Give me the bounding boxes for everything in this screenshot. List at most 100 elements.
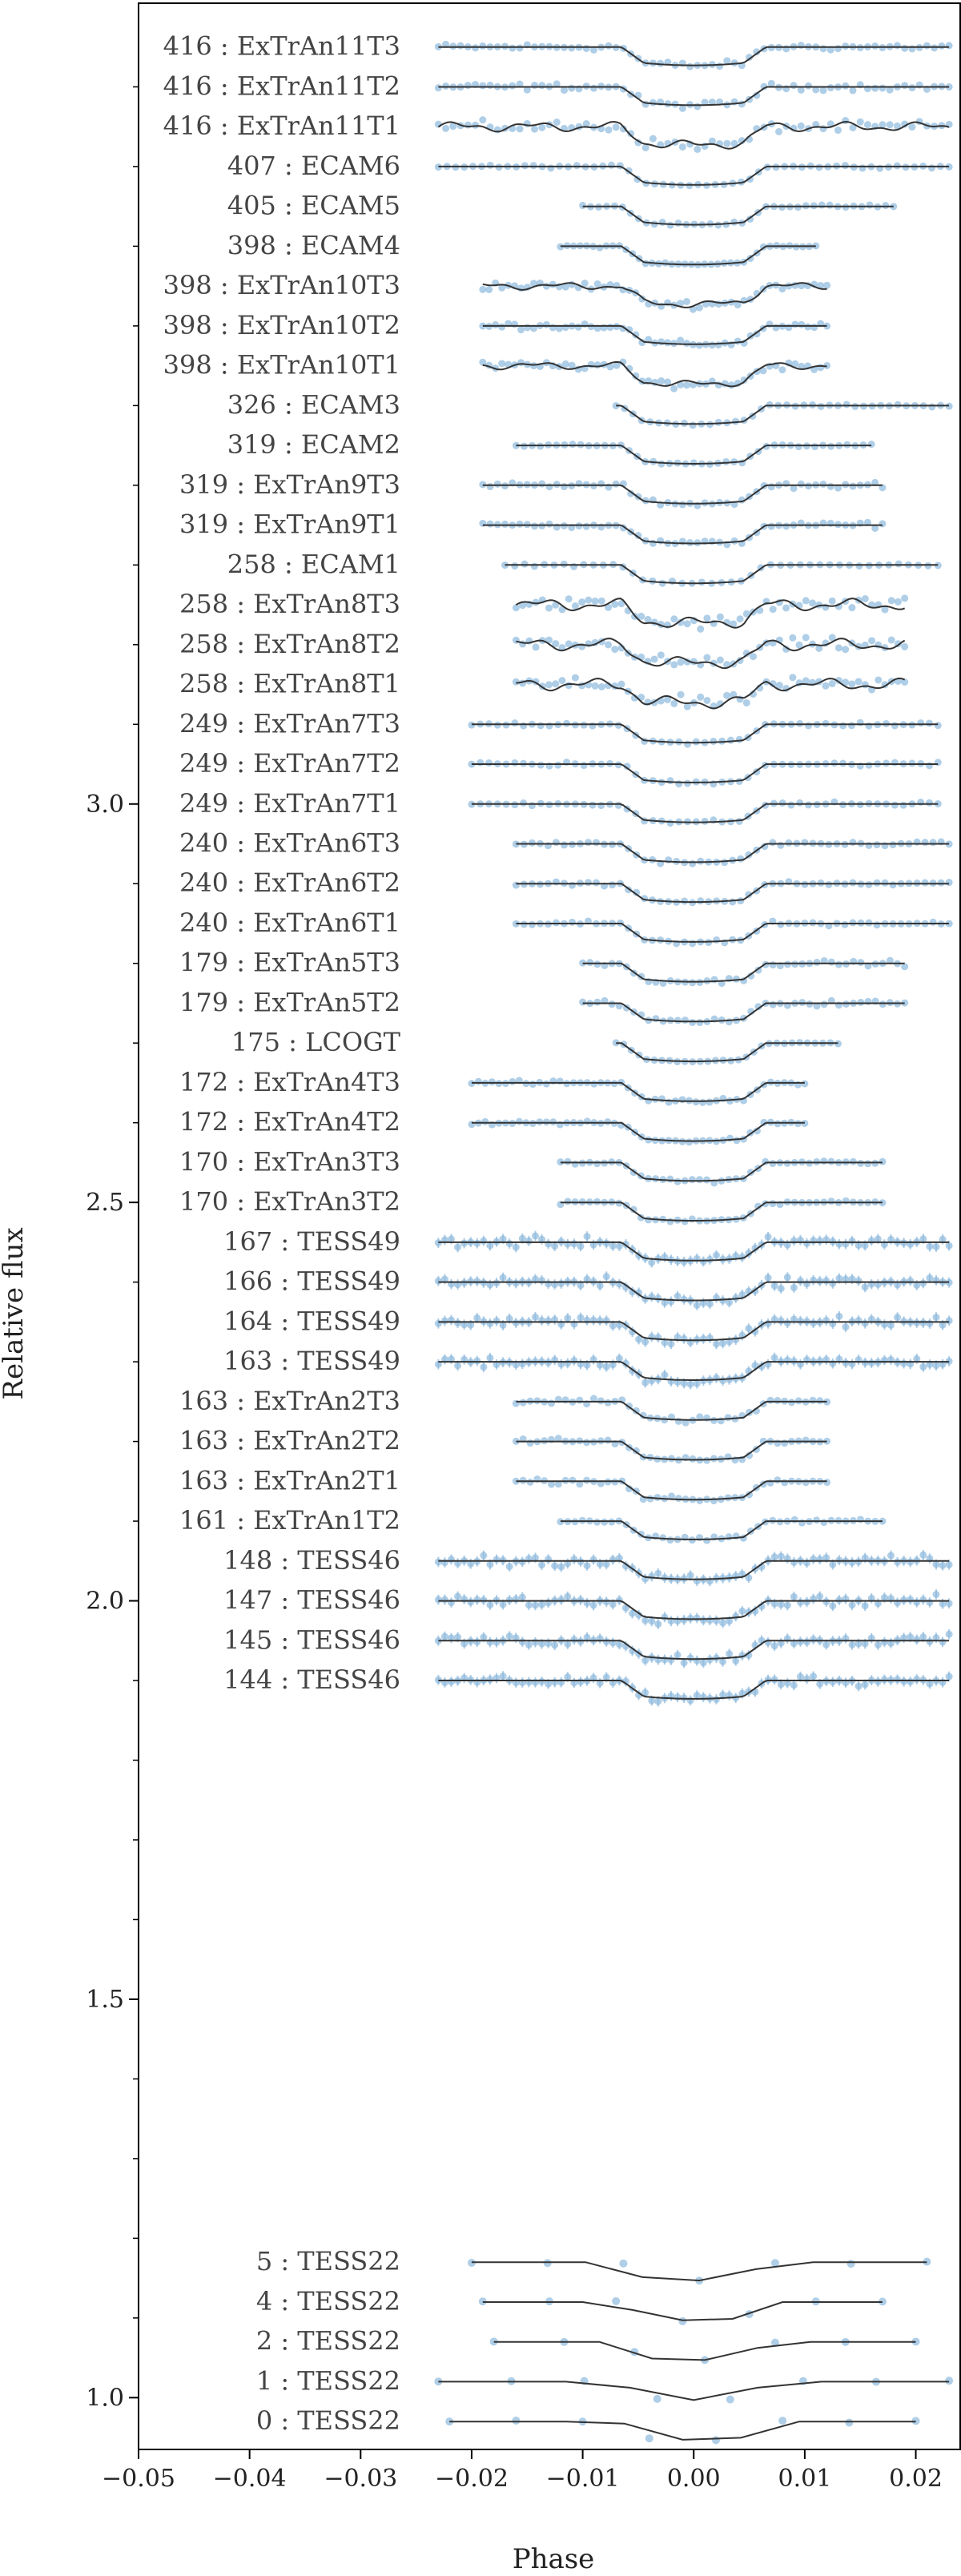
data-point [803,1598,811,1606]
data-point [596,1282,604,1290]
data-point [871,478,879,486]
data-point [532,643,540,651]
data-point [813,1002,821,1010]
data-point [727,381,735,389]
data-point [697,857,705,865]
data-point [919,1362,927,1371]
data-point [517,326,525,334]
data-point [827,958,835,966]
data-point [486,1601,494,1609]
data-point [486,1354,494,1362]
data-point [708,341,716,349]
data-point [606,324,614,332]
series-label: 163 : ExTrAn2T1 [179,1465,400,1495]
data-point [641,1656,649,1664]
data-point [842,678,850,686]
data-point [724,1414,732,1422]
data-point [820,1519,828,1527]
data-point [895,560,903,568]
series-35 [512,1435,831,1464]
data-point [730,218,738,226]
data-point [499,1672,507,1680]
data-point [834,45,842,53]
data-point [730,139,738,147]
series-21 [512,878,953,907]
data-point [601,1518,609,1526]
data-point [714,418,722,426]
data-point [551,1562,559,1570]
data-point [538,82,546,90]
model-line [471,1121,805,1142]
y-axis-label: Relative flux [0,1227,30,1399]
data-point [945,1672,953,1680]
data-point [753,91,761,99]
data-point [791,320,799,328]
model-line [438,1321,950,1342]
series-label: 319 : ExTrAn9T3 [179,469,400,500]
data-point [434,120,442,128]
data-point [774,1476,782,1484]
data-point [911,2337,920,2346]
data-point [932,1634,940,1642]
data-point [511,719,519,727]
data-point [684,740,692,748]
data-point [571,674,579,682]
data-point [674,1292,682,1300]
data-point [742,610,750,618]
data-point [815,644,823,652]
data-point [545,1680,553,1688]
data-point [635,1611,643,1619]
data-point [488,1078,496,1086]
data-point [498,284,506,292]
data-point [823,322,831,330]
data-point [945,42,953,50]
data-point [678,1096,686,1104]
data-point [605,641,613,649]
data-point [525,1678,533,1686]
data-point [839,722,847,730]
data-point [585,596,593,604]
series-4 [579,201,898,229]
data-point [460,1640,468,1648]
data-point [434,1277,442,1285]
data-point [848,1559,856,1567]
data-point [574,323,582,331]
data-point [577,1314,585,1322]
data-point [803,1280,811,1288]
data-point [774,1397,782,1405]
series-label: 398 : ExTrAn10T1 [163,350,400,380]
data-point [848,1275,856,1283]
data-point [732,1656,740,1664]
data-point [678,143,686,151]
data-point [699,1616,707,1624]
series-label: 166 : TESS49 [223,1266,400,1297]
data-point [689,859,697,867]
series-label: 240 : ExTrAn6T3 [179,828,400,859]
series-label: 326 : ECAM3 [227,389,400,420]
data-point [569,918,576,926]
data-point [926,1274,934,1282]
data-point [563,719,571,727]
data-point [440,1596,448,1604]
data-point [621,1283,629,1291]
data-point [911,2417,920,2425]
data-point [485,286,493,294]
data-point [809,599,817,607]
data-point [678,501,686,509]
data-point [434,1676,442,1684]
data-point [849,87,857,95]
data-point [825,880,833,888]
series-label: 398 : ECAM4 [227,230,400,260]
data-point [919,1279,927,1287]
data-point [745,891,753,899]
data-point [777,1680,785,1688]
data-point [726,2395,734,2404]
data-point [434,42,442,50]
data-point [913,1282,921,1290]
data-point [900,1677,908,1685]
data-point [901,678,909,686]
data-point [619,2259,628,2268]
model-line [560,245,816,266]
y-tick-label: 1.0 [86,2384,124,2412]
data-point [810,443,818,451]
